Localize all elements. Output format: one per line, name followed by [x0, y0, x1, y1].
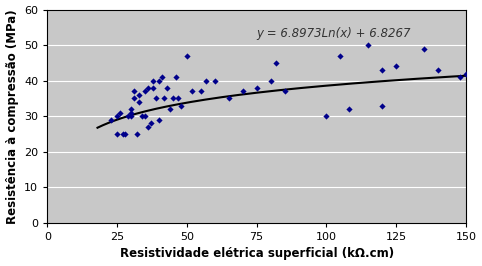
Point	[434, 68, 442, 72]
Point	[152, 96, 160, 101]
Point	[197, 89, 205, 93]
Point	[149, 86, 157, 90]
Point	[392, 64, 400, 69]
Point	[116, 111, 124, 115]
Point	[456, 75, 464, 79]
Point	[161, 96, 168, 101]
Y-axis label: Resistência à compressão (MPa): Resistência à compressão (MPa)	[6, 9, 18, 223]
Point	[177, 103, 185, 108]
Point	[267, 78, 274, 83]
Point	[138, 114, 146, 118]
Point	[147, 121, 154, 126]
Point	[155, 118, 163, 122]
Point	[135, 100, 143, 104]
Point	[155, 78, 163, 83]
Point	[169, 96, 177, 101]
Text: y = 6.8973Ln(x) + 6.8267: y = 6.8973Ln(x) + 6.8267	[256, 27, 411, 40]
Point	[378, 103, 386, 108]
Point	[141, 114, 149, 118]
Point	[174, 96, 182, 101]
Point	[322, 114, 330, 118]
Point	[420, 47, 428, 51]
Point	[127, 111, 135, 115]
Point	[336, 54, 344, 58]
Point	[172, 75, 179, 79]
Point	[183, 54, 191, 58]
X-axis label: Resistividade elétrica superficial (kΩ.cm): Resistividade elétrica superficial (kΩ.c…	[120, 247, 394, 260]
Point	[253, 86, 260, 90]
Point	[345, 107, 352, 111]
Point	[364, 43, 372, 47]
Point	[133, 132, 140, 136]
Point	[127, 114, 135, 118]
Point	[121, 132, 129, 136]
Point	[130, 96, 138, 101]
Point	[158, 75, 165, 79]
Point	[202, 78, 210, 83]
Point	[272, 61, 280, 65]
Point	[211, 78, 219, 83]
Point	[239, 89, 246, 93]
Point	[378, 68, 386, 72]
Point	[113, 132, 121, 136]
Point	[149, 78, 157, 83]
Point	[225, 96, 232, 101]
Point	[113, 114, 121, 118]
Point	[163, 86, 171, 90]
Point	[281, 89, 288, 93]
Point	[144, 125, 152, 129]
Point	[127, 107, 135, 111]
Point	[124, 114, 132, 118]
Point	[144, 86, 152, 90]
Point	[107, 118, 115, 122]
Point	[188, 89, 196, 93]
Point	[141, 89, 149, 93]
Point	[166, 107, 174, 111]
Point	[462, 71, 470, 76]
Point	[119, 132, 126, 136]
Point	[135, 93, 143, 97]
Point	[130, 89, 138, 93]
